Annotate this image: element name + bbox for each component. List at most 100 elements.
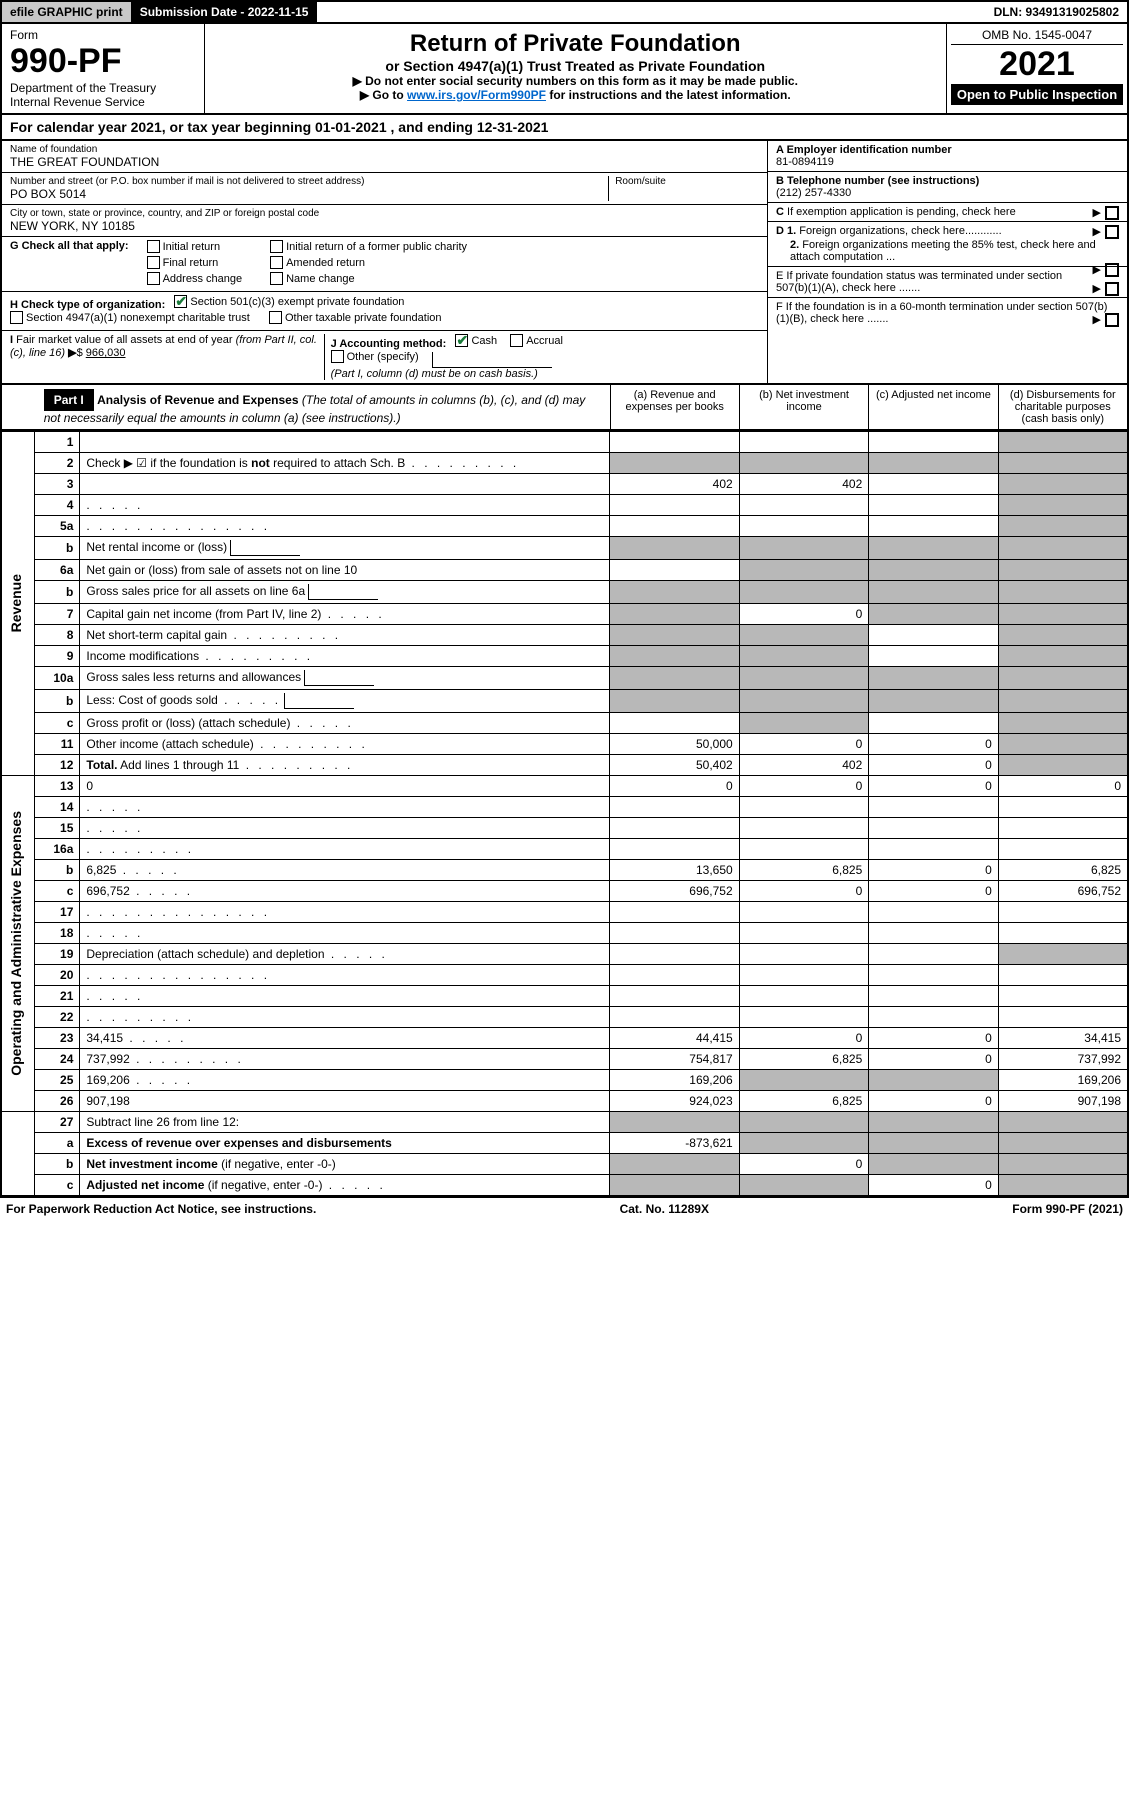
table-row: bGross sales price for all assets on lin… — [1, 581, 1128, 604]
cb-other-method[interactable] — [331, 350, 344, 363]
d2-label: 2. Foreign organizations meeting the 85%… — [776, 239, 1119, 263]
cb-d2[interactable] — [1105, 263, 1119, 277]
table-row: 12Total. Add lines 1 through 1150,402402… — [1, 755, 1128, 776]
city-value: NEW YORK, NY 10185 — [10, 219, 759, 233]
table-row: c696,752696,75200696,752 — [1, 881, 1128, 902]
omb-number: OMB No. 1545-0047 — [951, 28, 1123, 45]
footer-left: For Paperwork Reduction Act Notice, see … — [6, 1202, 316, 1216]
table-row: 11Other income (attach schedule)50,00000 — [1, 734, 1128, 755]
cb-c[interactable] — [1105, 206, 1119, 220]
form-header: Form 990-PF Department of the Treasury I… — [0, 24, 1129, 115]
table-row: 2334,41544,4150034,415 — [1, 1028, 1128, 1049]
table-row: 2Check ▶ ☑ if the foundation is not requ… — [1, 453, 1128, 474]
cb-501c3[interactable] — [174, 295, 187, 308]
table-row: 20 — [1, 965, 1128, 986]
ein-value: 81-0894119 — [776, 156, 834, 168]
table-row: 10aGross sales less returns and allowanc… — [1, 667, 1128, 690]
addr-label: Number and street (or P.O. box number if… — [10, 176, 602, 187]
table-row: b6,82513,6506,82506,825 — [1, 860, 1128, 881]
cb-e[interactable] — [1105, 282, 1119, 296]
f-label: F If the foundation is in a 60-month ter… — [776, 301, 1107, 325]
d1-label: D 1. Foreign organizations, check here..… — [776, 225, 1002, 237]
col-a-header: (a) Revenue and expenses per books — [610, 385, 739, 429]
col-b-header: (b) Net investment income — [739, 385, 868, 429]
table-row: 21 — [1, 986, 1128, 1007]
c-label: C If exemption application is pending, c… — [776, 206, 1016, 218]
form-number: 990-PF — [10, 42, 196, 81]
dept-line-2: Internal Revenue Service — [10, 95, 196, 109]
foundation-name: THE GREAT FOUNDATION — [10, 155, 759, 169]
table-row: aExcess of revenue over expenses and dis… — [1, 1133, 1128, 1154]
dln: DLN: 93491319025802 — [986, 2, 1127, 22]
cb-initial-return[interactable] — [147, 240, 160, 253]
cb-initial-former[interactable] — [270, 240, 283, 253]
footer-mid: Cat. No. 11289X — [620, 1202, 709, 1216]
tax-year: 2021 — [951, 45, 1123, 84]
part1-header: Part I Analysis of Revenue and Expenses … — [0, 385, 1129, 431]
table-row: 24737,992754,8176,8250737,992 — [1, 1049, 1128, 1070]
form-label: Form — [10, 28, 196, 42]
analysis-table: Revenue12Check ▶ ☑ if the foundation is … — [0, 431, 1129, 1197]
side-label: Revenue — [8, 574, 24, 632]
cb-accrual[interactable] — [510, 334, 523, 347]
open-to-public: Open to Public Inspection — [951, 84, 1123, 105]
table-row: Operating and Administrative Expenses130… — [1, 776, 1128, 797]
calendar-year-row: For calendar year 2021, or tax year begi… — [0, 115, 1129, 141]
cb-cash[interactable] — [455, 334, 468, 347]
cb-4947[interactable] — [10, 311, 23, 324]
top-bar: efile GRAPHIC print Submission Date - 20… — [0, 0, 1129, 24]
e-label: E If private foundation status was termi… — [776, 270, 1062, 294]
table-row: 15 — [1, 818, 1128, 839]
table-row: 3402402 — [1, 474, 1128, 495]
footer-right: Form 990-PF (2021) — [1012, 1202, 1123, 1216]
j-label: J Accounting method: — [331, 338, 447, 350]
info-grid: Name of foundation THE GREAT FOUNDATION … — [0, 141, 1129, 385]
address: PO BOX 5014 — [10, 187, 602, 201]
table-row: 17 — [1, 902, 1128, 923]
table-row: bNet rental income or (loss) — [1, 537, 1128, 560]
table-row: 25169,206169,206169,206 — [1, 1070, 1128, 1091]
goto-note: ▶ Go to www.irs.gov/Form990PF for instru… — [211, 88, 941, 102]
dept-line-1: Department of the Treasury — [10, 81, 196, 95]
i-value: 966,030 — [86, 347, 126, 359]
submission-date: Submission Date - 2022-11-15 — [132, 2, 318, 22]
table-row: 9Income modifications — [1, 646, 1128, 667]
table-row: 7Capital gain net income (from Part IV, … — [1, 604, 1128, 625]
table-row: 4 — [1, 495, 1128, 516]
cb-other-taxable[interactable] — [269, 311, 282, 324]
table-row: cAdjusted net income (if negative, enter… — [1, 1175, 1128, 1197]
table-row: 22 — [1, 1007, 1128, 1028]
cb-amended[interactable] — [270, 256, 283, 269]
table-row: 26907,198924,0236,8250907,198 — [1, 1091, 1128, 1112]
a-label: A Employer identification number — [776, 144, 952, 156]
col-d-header: (d) Disbursements for charitable purpose… — [998, 385, 1127, 429]
cb-address-change[interactable] — [147, 272, 160, 285]
col-c-header: (c) Adjusted net income — [868, 385, 997, 429]
table-row: 18 — [1, 923, 1128, 944]
table-row: 8Net short-term capital gain — [1, 625, 1128, 646]
h-label: H Check type of organization: — [10, 299, 165, 311]
table-row: 6aNet gain or (loss) from sale of assets… — [1, 560, 1128, 581]
cb-f[interactable] — [1105, 313, 1119, 327]
name-label: Name of foundation — [10, 144, 759, 155]
table-row: 27Subtract line 26 from line 12: — [1, 1112, 1128, 1133]
efile-print-button[interactable]: efile GRAPHIC print — [2, 2, 132, 22]
i-label: I Fair market value of all assets at end… — [10, 334, 317, 359]
side-label: Operating and Administrative Expenses — [8, 811, 24, 1076]
form-subtitle: or Section 4947(a)(1) Trust Treated as P… — [211, 58, 941, 74]
table-row: Revenue1 — [1, 432, 1128, 453]
cb-name-change[interactable] — [270, 272, 283, 285]
form-link[interactable]: www.irs.gov/Form990PF — [407, 88, 546, 102]
part1-label: Part I — [44, 389, 94, 411]
cb-final-return[interactable] — [147, 256, 160, 269]
table-row: cGross profit or (loss) (attach schedule… — [1, 713, 1128, 734]
phone-value: (212) 257-4330 — [776, 187, 851, 199]
cb-d1[interactable] — [1105, 225, 1119, 239]
table-row: 14 — [1, 797, 1128, 818]
table-row: bLess: Cost of goods sold — [1, 690, 1128, 713]
table-row: 5a — [1, 516, 1128, 537]
g-label: G Check all that apply: — [10, 240, 129, 252]
j-note: (Part I, column (d) must be on cash basi… — [331, 368, 538, 380]
table-row: 16a — [1, 839, 1128, 860]
form-title: Return of Private Foundation — [211, 30, 941, 58]
